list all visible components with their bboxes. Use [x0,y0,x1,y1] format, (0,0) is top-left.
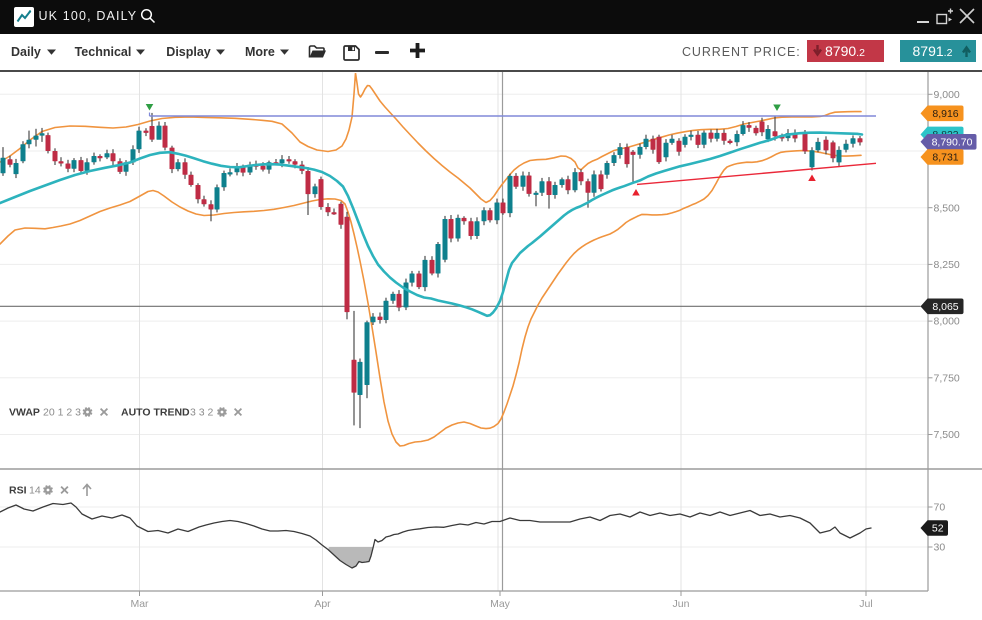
svg-text:8,731: 8,731 [932,152,958,164]
svg-text:Jul: Jul [859,598,872,610]
svg-text:30: 30 [934,542,946,554]
svg-text:14: 14 [29,485,41,497]
svg-text:Jun: Jun [673,598,690,610]
svg-text:Apr: Apr [314,598,331,610]
svg-text:7,500: 7,500 [934,429,960,441]
svg-text:70: 70 [934,502,946,514]
svg-text:8,250: 8,250 [934,259,960,271]
svg-text:8,500: 8,500 [934,202,960,214]
svg-text:RSI: RSI [9,485,27,497]
svg-text:8,000: 8,000 [934,316,960,328]
svg-text:9,000: 9,000 [934,89,960,101]
svg-text:7,750: 7,750 [934,372,960,384]
svg-text:52: 52 [932,523,944,535]
svg-text:8,916: 8,916 [932,108,958,120]
svg-text:8,790.70: 8,790.70 [932,136,973,148]
svg-text:8,065: 8,065 [932,301,958,313]
svg-text:20 1 2 3: 20 1 2 3 [43,407,81,419]
svg-text:3 3 2: 3 3 2 [190,407,214,419]
svg-text:May: May [490,598,511,610]
svg-text:AUTO TREND: AUTO TREND [121,407,190,419]
svg-text:VWAP: VWAP [9,407,40,419]
svg-text:Mar: Mar [130,598,149,610]
